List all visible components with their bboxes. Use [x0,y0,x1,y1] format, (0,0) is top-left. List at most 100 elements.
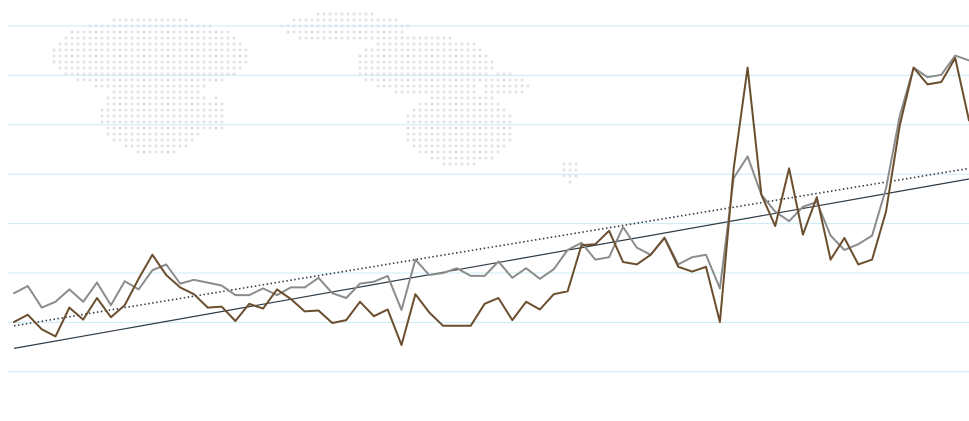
map-dot [100,120,104,124]
map-dot [118,78,122,82]
map-dot [214,66,218,70]
map-dot [472,114,476,118]
map-dot [502,78,506,82]
map-dot [178,84,182,88]
map-dot [190,108,194,112]
map-dot [406,48,410,52]
map-dot [130,90,134,94]
map-dot [520,78,524,82]
map-dot [70,36,74,40]
map-dot [448,42,452,46]
map-dot [304,30,308,34]
map-dot [238,54,242,58]
map-dot [298,36,302,40]
map-dot [124,126,128,130]
map-dot [466,144,470,148]
map-dot [112,108,116,112]
map-dot [466,114,470,118]
map-dot [244,54,248,58]
map-dot [232,48,236,52]
map-dot [448,96,452,100]
map-dot [196,72,200,76]
map-dot [376,18,380,22]
map-dot [490,84,494,88]
map-dot [370,72,374,76]
map-dot [442,156,446,160]
map-dot [100,42,104,46]
map-dot [430,66,434,70]
map-dot [124,78,128,82]
map-dot [346,36,350,40]
map-dot [148,90,152,94]
map-dot [142,84,146,88]
map-dot [58,60,62,64]
map-dot [310,36,314,40]
map-dot [508,78,512,82]
map-dot [70,66,74,70]
map-dot [208,126,212,130]
map-dot [106,84,110,88]
map-dot [400,72,404,76]
map-dot [490,126,494,130]
map-dot [142,138,146,142]
map-dot [502,114,506,118]
map-dot [502,144,506,148]
map-dot [82,66,86,70]
map-dot [52,48,56,52]
map-dot [484,72,488,76]
map-dot [412,108,416,112]
map-dot [154,138,158,142]
map-dot [460,48,464,52]
map-dot [172,108,176,112]
map-dot [442,54,446,58]
map-dot [442,66,446,70]
map-dot [352,12,356,16]
map-dot [166,78,170,82]
map-dot [70,60,74,64]
map-dot [112,60,116,64]
map-dot [184,96,188,100]
map-dot [418,144,422,148]
map-dot [478,60,482,64]
map-dot [484,132,488,136]
map-dot [448,156,452,160]
map-dot [244,48,248,52]
map-dot [346,18,350,22]
map-dot [208,36,212,40]
map-dot [100,78,104,82]
map-dot [364,54,368,58]
map-dot [130,48,134,52]
map-dot [178,144,182,148]
map-dot [106,78,110,82]
map-dot [466,162,470,166]
map-dot [112,30,116,34]
map-dot [112,126,116,130]
map-dot [166,114,170,118]
map-dot [424,138,428,142]
map-dot [370,66,374,70]
map-dot [496,90,500,94]
map-dot [118,60,122,64]
map-dot [136,120,140,124]
map-dot [160,72,164,76]
map-dot [166,108,170,112]
map-dot [376,66,380,70]
map-dot [184,66,188,70]
map-dot [178,126,182,130]
map-dot [190,96,194,100]
map-dot [148,144,152,148]
map-dot [412,48,416,52]
map-dot [118,126,122,130]
map-dot [502,138,506,142]
map-dot [460,150,464,154]
map-dot [496,126,500,130]
map-dot [160,120,164,124]
map-dot [358,72,362,76]
map-dot [322,12,326,16]
map-dot [130,96,134,100]
map-dot [142,90,146,94]
map-dot [130,30,134,34]
map-dot [154,132,158,136]
map-dot [460,114,464,118]
map-dot [448,54,452,58]
